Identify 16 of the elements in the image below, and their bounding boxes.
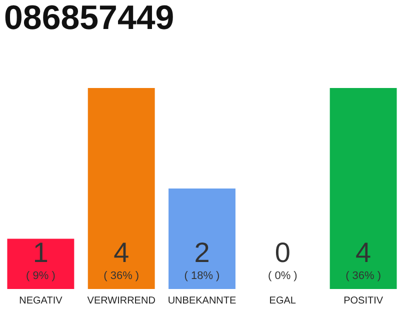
- annotation: ( 18% ): [184, 270, 220, 282]
- annotation: ( 36% ): [104, 270, 140, 282]
- x-tick-label: UNBEKANNTE: [168, 296, 236, 306]
- data-label: 4: [356, 237, 372, 268]
- data-label: 1: [32, 237, 48, 268]
- data-label: 4: [114, 237, 130, 268]
- x-tick-label: POSITIV: [344, 296, 384, 306]
- data-label: 0: [274, 237, 290, 268]
- annotation: ( 0% ): [268, 270, 298, 282]
- data-label: 2: [194, 237, 210, 268]
- chart-title: 086857449: [4, 0, 174, 37]
- annotation: ( 9% ): [26, 270, 56, 282]
- x-tick-label: VERWIRREND: [87, 296, 156, 306]
- annotation: ( 36% ): [346, 270, 382, 282]
- x-tick-label: EGAL: [269, 296, 296, 306]
- x-tick-label: NEGATIV: [19, 296, 63, 306]
